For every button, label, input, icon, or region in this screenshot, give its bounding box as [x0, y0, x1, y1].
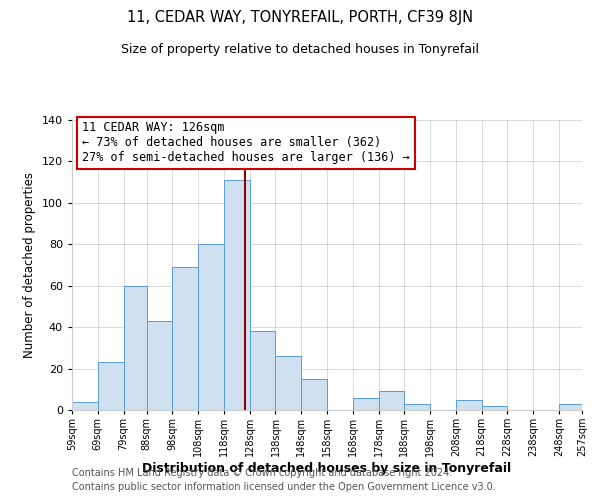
- Bar: [275, 356, 301, 410]
- Bar: [353, 398, 379, 410]
- Text: Contains public sector information licensed under the Open Government Licence v3: Contains public sector information licen…: [72, 482, 496, 492]
- Y-axis label: Number of detached properties: Number of detached properties: [23, 172, 36, 358]
- Bar: [301, 379, 327, 410]
- Text: 11 CEDAR WAY: 126sqm
← 73% of detached houses are smaller (362)
27% of semi-deta: 11 CEDAR WAY: 126sqm ← 73% of detached h…: [82, 122, 410, 164]
- Text: Contains HM Land Registry data © Crown copyright and database right 2024.: Contains HM Land Registry data © Crown c…: [72, 468, 452, 477]
- Bar: [482, 406, 508, 410]
- Bar: [72, 402, 98, 410]
- Bar: [379, 392, 404, 410]
- Bar: [98, 362, 124, 410]
- Bar: [224, 180, 250, 410]
- Bar: [456, 400, 482, 410]
- Bar: [124, 286, 146, 410]
- Bar: [250, 332, 275, 410]
- Bar: [404, 404, 430, 410]
- Bar: [146, 321, 172, 410]
- X-axis label: Distribution of detached houses by size in Tonyrefail: Distribution of detached houses by size …: [142, 462, 512, 475]
- Bar: [172, 267, 198, 410]
- Text: Size of property relative to detached houses in Tonyrefail: Size of property relative to detached ho…: [121, 42, 479, 56]
- Bar: [198, 244, 224, 410]
- Bar: [559, 404, 582, 410]
- Text: 11, CEDAR WAY, TONYREFAIL, PORTH, CF39 8JN: 11, CEDAR WAY, TONYREFAIL, PORTH, CF39 8…: [127, 10, 473, 25]
